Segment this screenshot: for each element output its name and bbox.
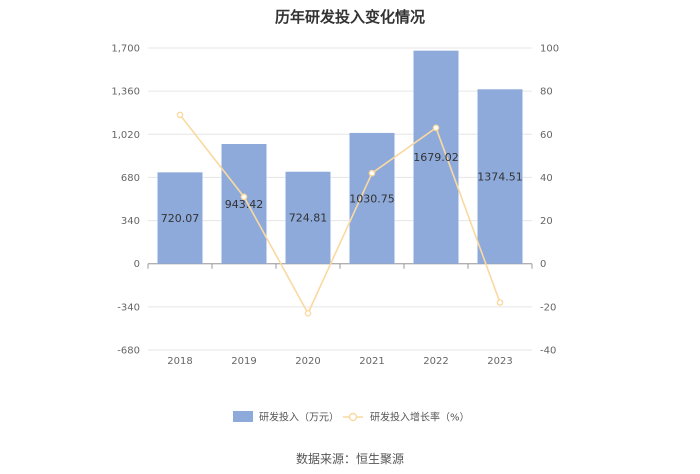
bar <box>157 172 203 264</box>
x-tick-label: 2019 <box>231 356 256 367</box>
bar-data-label: 724.81 <box>289 212 328 225</box>
y-left-tick-label: -340 <box>117 302 140 313</box>
x-tick-label: 2023 <box>487 356 512 367</box>
y-left-tick-label: 1,020 <box>111 130 140 141</box>
y-right-tick-label: 20 <box>540 216 553 227</box>
legend-line-marker <box>348 412 358 422</box>
y-right-tick-label: 40 <box>540 173 553 184</box>
growth-point <box>496 299 504 306</box>
bar <box>349 132 395 264</box>
data-source: 数据来源：恒生聚源 <box>295 452 404 466</box>
legend-bar-label: 研发投入（万元） <box>259 411 339 424</box>
growth-point <box>368 169 376 177</box>
growth-point <box>304 310 312 317</box>
growth-line <box>179 114 501 316</box>
bar <box>221 144 267 264</box>
x-tick-label: 2022 <box>423 356 448 367</box>
bar <box>477 89 523 264</box>
bar <box>285 171 331 264</box>
bar-data-label: 1030.75 <box>349 192 395 205</box>
growth-point <box>240 193 248 201</box>
y-right-tick-label: 100 <box>540 44 559 55</box>
y-left-tick-label: 1,700 <box>111 44 140 55</box>
y-left-tick-label: -680 <box>117 346 140 357</box>
y-right-tick-label: 0 <box>540 259 546 270</box>
bar-data-label: 1374.51 <box>477 171 523 184</box>
legend-bar-swatch <box>233 411 253 422</box>
bar-data-label: 1679.02 <box>413 151 459 164</box>
x-tick-label: 2018 <box>167 356 192 367</box>
bar-data-label: 720.07 <box>161 212 200 225</box>
growth-point <box>176 111 184 119</box>
y-right-tick-label: -20 <box>540 302 556 313</box>
x-tick-label: 2021 <box>359 356 384 367</box>
bar-data-label: 943.42 <box>225 198 264 211</box>
y-left-tick-label: 1,360 <box>111 87 140 98</box>
bar <box>413 50 459 264</box>
y-right-tick-label: -40 <box>540 346 556 357</box>
y-right-tick-label: 60 <box>540 130 553 141</box>
chart-title: 历年研发投入变化情况 <box>274 8 425 26</box>
y-left-tick-label: 0 <box>134 259 140 270</box>
growth-point <box>432 124 440 132</box>
y-left-tick-label: 340 <box>121 216 140 227</box>
y-left-tick-label: 680 <box>121 173 140 184</box>
y-right-tick-label: 80 <box>540 87 553 98</box>
x-tick-label: 2020 <box>295 356 320 367</box>
legend-line-label: 研发投入增长率（%） <box>370 411 470 424</box>
